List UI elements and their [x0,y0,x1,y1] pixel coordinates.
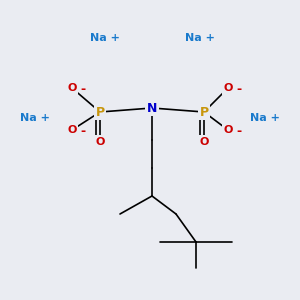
Text: -: - [236,82,241,95]
Text: O: O [223,125,233,135]
Text: -: - [80,82,85,95]
Text: Na +: Na + [90,33,120,43]
Text: P: P [95,106,105,118]
Text: O: O [67,125,77,135]
Text: O: O [95,137,105,147]
Text: O: O [199,137,209,147]
Text: Na +: Na + [250,113,280,123]
Text: Na +: Na + [185,33,215,43]
Text: P: P [200,106,208,118]
Text: N: N [147,101,157,115]
Text: -: - [80,124,85,137]
Text: -: - [236,124,241,137]
Text: O: O [67,83,77,93]
Text: O: O [223,83,233,93]
Text: Na +: Na + [20,113,50,123]
